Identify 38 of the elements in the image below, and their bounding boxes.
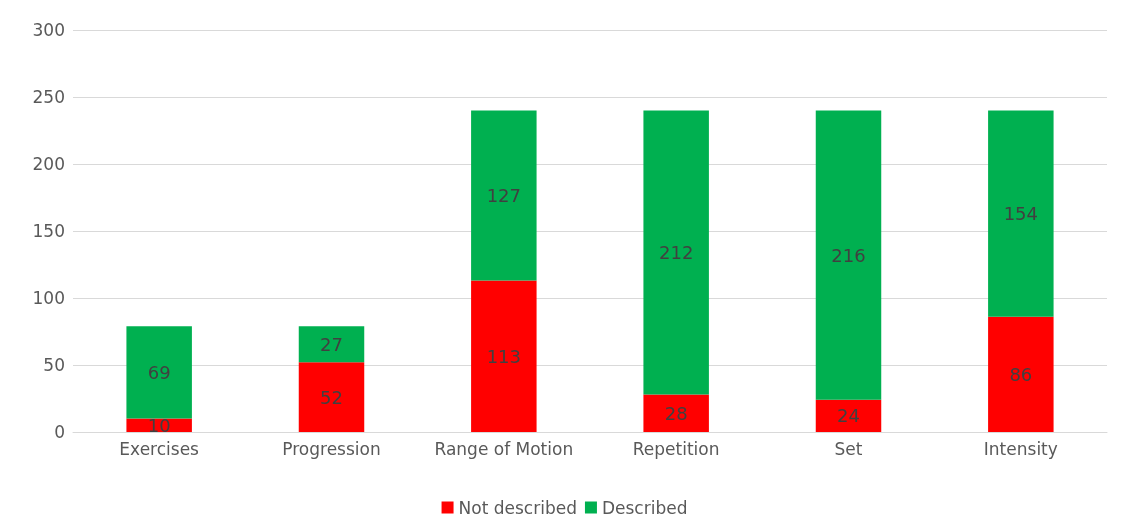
bar (988, 110, 1054, 317)
data-label: 52 (320, 386, 343, 408)
y-tick-label: 0 (54, 422, 65, 442)
data-label: 10 (147, 414, 171, 436)
bar (126, 326, 192, 419)
data-label: 154 (1003, 203, 1039, 225)
data-label: 24 (837, 405, 860, 427)
legend-label: Not described (458, 497, 577, 518)
bar (471, 280, 537, 432)
bar (298, 362, 365, 432)
bar (815, 110, 882, 400)
bar (815, 399, 882, 432)
y-tick-label: 100 (32, 288, 65, 308)
y-tick-label: 300 (32, 20, 65, 40)
bar (988, 316, 1054, 432)
bar (643, 110, 709, 395)
x-tick-label: Repetition (632, 438, 720, 459)
x-tick-label: Progression (282, 438, 381, 459)
x-tick-label: Exercises (119, 438, 200, 459)
data-label: 216 (831, 244, 866, 266)
bar (298, 326, 365, 363)
x-tick-label: Set (834, 438, 863, 459)
bar (643, 394, 709, 432)
x-tick-label: Range of Motion (434, 438, 574, 459)
legend-label: Described (601, 497, 688, 518)
data-label: 212 (658, 241, 694, 263)
data-label: 113 (486, 345, 522, 367)
data-label: 127 (486, 184, 522, 206)
data-label: 86 (1009, 363, 1033, 385)
data-label: 28 (664, 402, 688, 424)
data-label: 27 (320, 333, 343, 355)
y-tick-label: 50 (43, 355, 65, 375)
data-label: 69 (147, 361, 171, 383)
y-tick-label: 200 (32, 154, 65, 174)
y-tick-label: 150 (32, 221, 65, 241)
bar (471, 110, 537, 281)
x-tick-label: Intensity (983, 438, 1058, 459)
y-tick-label: 250 (32, 87, 65, 107)
